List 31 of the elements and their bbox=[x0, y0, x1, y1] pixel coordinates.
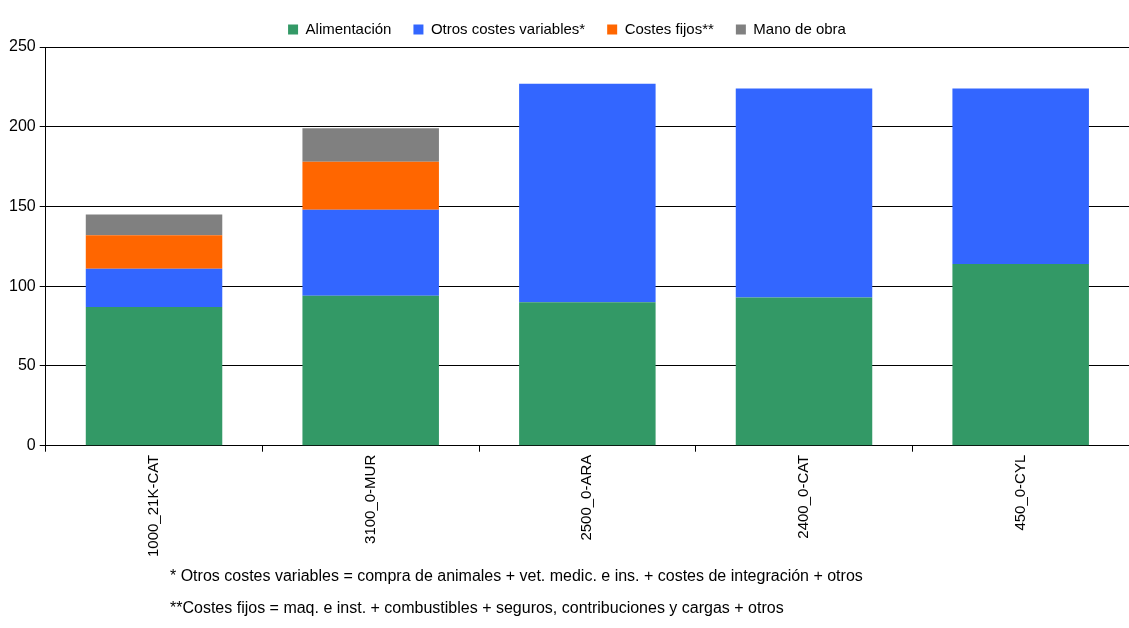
bar bbox=[85, 268, 223, 307]
bar bbox=[519, 302, 656, 446]
y-tick-label: 50 bbox=[17, 356, 36, 374]
legend-label: Otros costes variables* bbox=[430, 19, 586, 37]
y-tick-label: 200 bbox=[8, 117, 36, 135]
y-tick-label: 0 bbox=[26, 436, 36, 454]
bar bbox=[302, 295, 439, 446]
bar bbox=[302, 128, 439, 162]
bar bbox=[85, 235, 223, 269]
text: **Costes fijos = maq. e inst. + combustibles + seguros, contribuciones y cargas + otros bbox=[170, 598, 785, 618]
bar bbox=[85, 306, 223, 446]
x-tick-label: 2500_0-ARA bbox=[577, 454, 595, 541]
bar bbox=[952, 263, 1089, 446]
y-tick-label: 250 bbox=[8, 37, 36, 55]
bar bbox=[302, 209, 439, 296]
legend-label: Alimentación bbox=[305, 19, 392, 37]
x-tick-label: 450_0-CYL bbox=[1010, 454, 1028, 531]
y-tick-label: 150 bbox=[8, 196, 36, 214]
x-tick-label: 1000_21K-CAT bbox=[144, 454, 162, 558]
y-tick-label: 100 bbox=[8, 276, 36, 294]
text: * Otros costes variables = compra de animales + vet. medic. e ins. + costes de integración + otros bbox=[170, 566, 864, 586]
bar bbox=[735, 88, 873, 298]
bar bbox=[735, 297, 873, 446]
bar bbox=[519, 83, 656, 303]
x-tick-label: 3100_0-MUR bbox=[360, 454, 378, 544]
legend-label: Mano de obra bbox=[753, 19, 847, 37]
bar bbox=[952, 88, 1089, 264]
bar bbox=[302, 161, 439, 210]
legend-label: Costes fijos** bbox=[624, 19, 715, 37]
bar bbox=[85, 214, 223, 236]
x-tick-label: 2400_0-CAT bbox=[794, 454, 812, 539]
